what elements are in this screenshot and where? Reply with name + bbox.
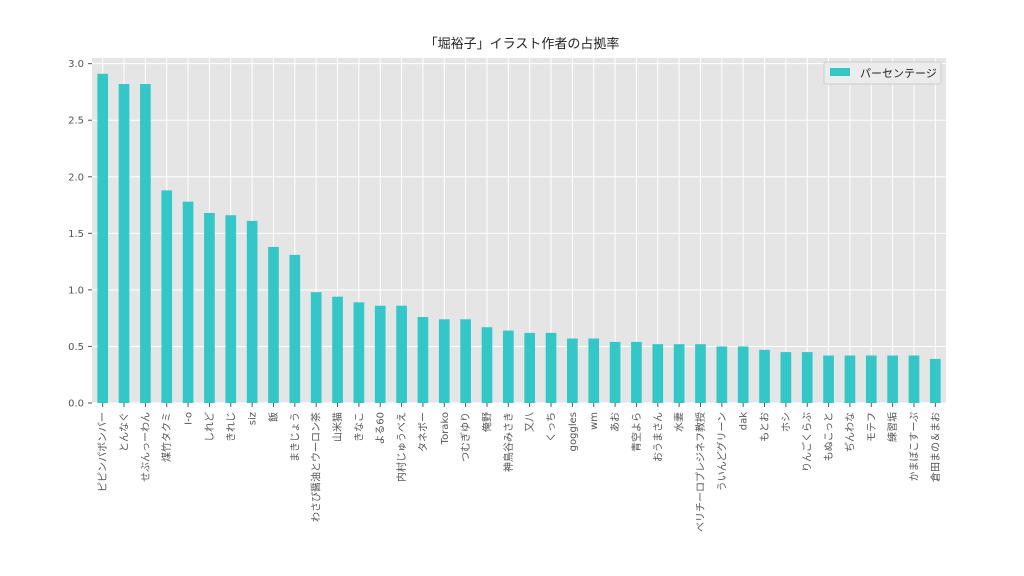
bar — [481, 327, 493, 403]
x-tick-label: dak — [739, 412, 750, 430]
bar — [502, 330, 514, 403]
bar — [161, 190, 173, 403]
x-tick-label: せぶんっーわん — [140, 412, 152, 482]
bar — [204, 212, 215, 403]
x-tick-label: きれじ — [225, 412, 237, 442]
x-tick-label: もとお — [759, 412, 771, 442]
x-tick-label: あお — [610, 412, 622, 432]
bar — [524, 332, 536, 403]
legend: パーセンテージ — [823, 61, 942, 85]
x-tick-label: ピピンパボンバー — [97, 412, 109, 492]
y-axis-ticks: 0.0 0.5 1.0 1.5 2.0 2.5 3.0 — [68, 59, 92, 410]
x-tick-label: I-o — [184, 412, 195, 425]
x-tick-label: ういんどグリーン — [715, 412, 728, 491]
x-tick-label: Torako — [440, 412, 451, 445]
bar — [780, 352, 792, 403]
bar — [737, 346, 749, 403]
x-tick-label: 煤竹タクミ — [160, 412, 173, 462]
x-tick-label: とんなぐ — [119, 412, 131, 452]
bar — [97, 73, 109, 404]
y-tick-label: 2.0 — [68, 172, 84, 183]
bar — [929, 358, 941, 403]
bar — [118, 84, 130, 404]
bar — [631, 341, 642, 403]
bar — [545, 332, 557, 403]
bar — [396, 305, 407, 403]
x-tick-label: わさび醤油とウーロン茶 — [310, 412, 323, 522]
bar — [716, 346, 728, 403]
bar — [140, 84, 151, 404]
x-tick-label: 青空よら — [630, 412, 643, 452]
plot-area — [92, 58, 946, 403]
x-tick-label: ベリチーロプレジネフ教授 — [694, 412, 707, 532]
x-tick-label: 水妻 — [673, 412, 686, 432]
x-tick-label: ホシ — [780, 412, 792, 432]
bar — [609, 341, 621, 403]
x-tick-label: モテフ — [867, 412, 878, 442]
x-tick-label: かまぼこすーぷ — [908, 412, 920, 481]
legend-swatch — [830, 68, 850, 76]
x-tick-label: よる60 — [375, 412, 387, 444]
bars — [97, 73, 941, 404]
bar — [588, 338, 600, 403]
bar — [353, 302, 365, 403]
x-axis-ticks: ピピンパボンバー とんなぐ せぶんっーわん 煤竹タクミ I-o しれど きれじ siz 飯まきじ… — [97, 403, 942, 532]
y-tick-label: 3.0 — [68, 59, 84, 70]
x-tick-label: しれど — [204, 412, 216, 442]
bar — [887, 355, 898, 403]
x-tick-label: 内村じゅうべえ — [395, 412, 408, 482]
bar — [225, 215, 237, 403]
x-tick-label: 山米猫 — [331, 412, 344, 442]
x-tick-label: goggles — [568, 412, 579, 451]
x-tick-label: タネボー — [417, 412, 429, 452]
bar — [374, 305, 386, 403]
bar — [673, 344, 685, 403]
x-tick-label: 練習垢 — [886, 412, 899, 442]
y-tick-label: 1.0 — [68, 285, 84, 296]
bar — [460, 319, 471, 403]
bar — [310, 292, 322, 403]
x-tick-label: つむぎゆり — [459, 412, 472, 462]
legend-label: パーセンテージ — [860, 67, 937, 80]
x-tick-label: おうまさん — [652, 412, 664, 462]
x-tick-label: ぢんわな — [843, 412, 856, 452]
chart-title: 「堀裕子」イラスト作者の占拠率 — [425, 36, 620, 52]
bar — [801, 352, 813, 403]
bar — [844, 355, 856, 403]
bar — [438, 319, 450, 403]
x-tick-label: まきじょう — [289, 412, 301, 462]
x-tick-label: 俺野 — [480, 412, 493, 432]
legend-box — [823, 61, 942, 85]
x-tick-label: siz — [248, 412, 259, 425]
x-tick-label: wm — [589, 412, 600, 430]
y-tick-label: 1.5 — [68, 229, 84, 240]
y-tick-label: 2.5 — [68, 116, 84, 127]
bar — [695, 344, 706, 403]
x-tick-label: りんごくらぶ — [801, 412, 814, 472]
bar — [289, 254, 301, 403]
bar — [246, 220, 258, 403]
x-tick-label: 倉田まの＆まお — [929, 412, 942, 482]
x-tick-label: 飯 — [267, 412, 280, 422]
bar — [332, 296, 343, 403]
bar — [908, 355, 920, 403]
bar — [268, 246, 279, 403]
x-tick-label: 又八 — [524, 412, 536, 432]
bar — [567, 338, 578, 403]
x-tick-label: くっち — [546, 412, 558, 442]
x-tick-label: 神鳥谷みさき — [502, 412, 515, 472]
y-tick-label: 0.0 — [68, 399, 84, 410]
bar — [417, 317, 429, 403]
x-tick-label: きなこ — [353, 412, 365, 442]
bar — [652, 344, 664, 403]
y-tick-label: 0.5 — [68, 342, 84, 353]
bar — [759, 349, 770, 403]
bar — [865, 355, 877, 403]
bar — [182, 201, 194, 403]
bar — [823, 355, 834, 403]
x-tick-label: もぬこっと — [823, 412, 835, 461]
